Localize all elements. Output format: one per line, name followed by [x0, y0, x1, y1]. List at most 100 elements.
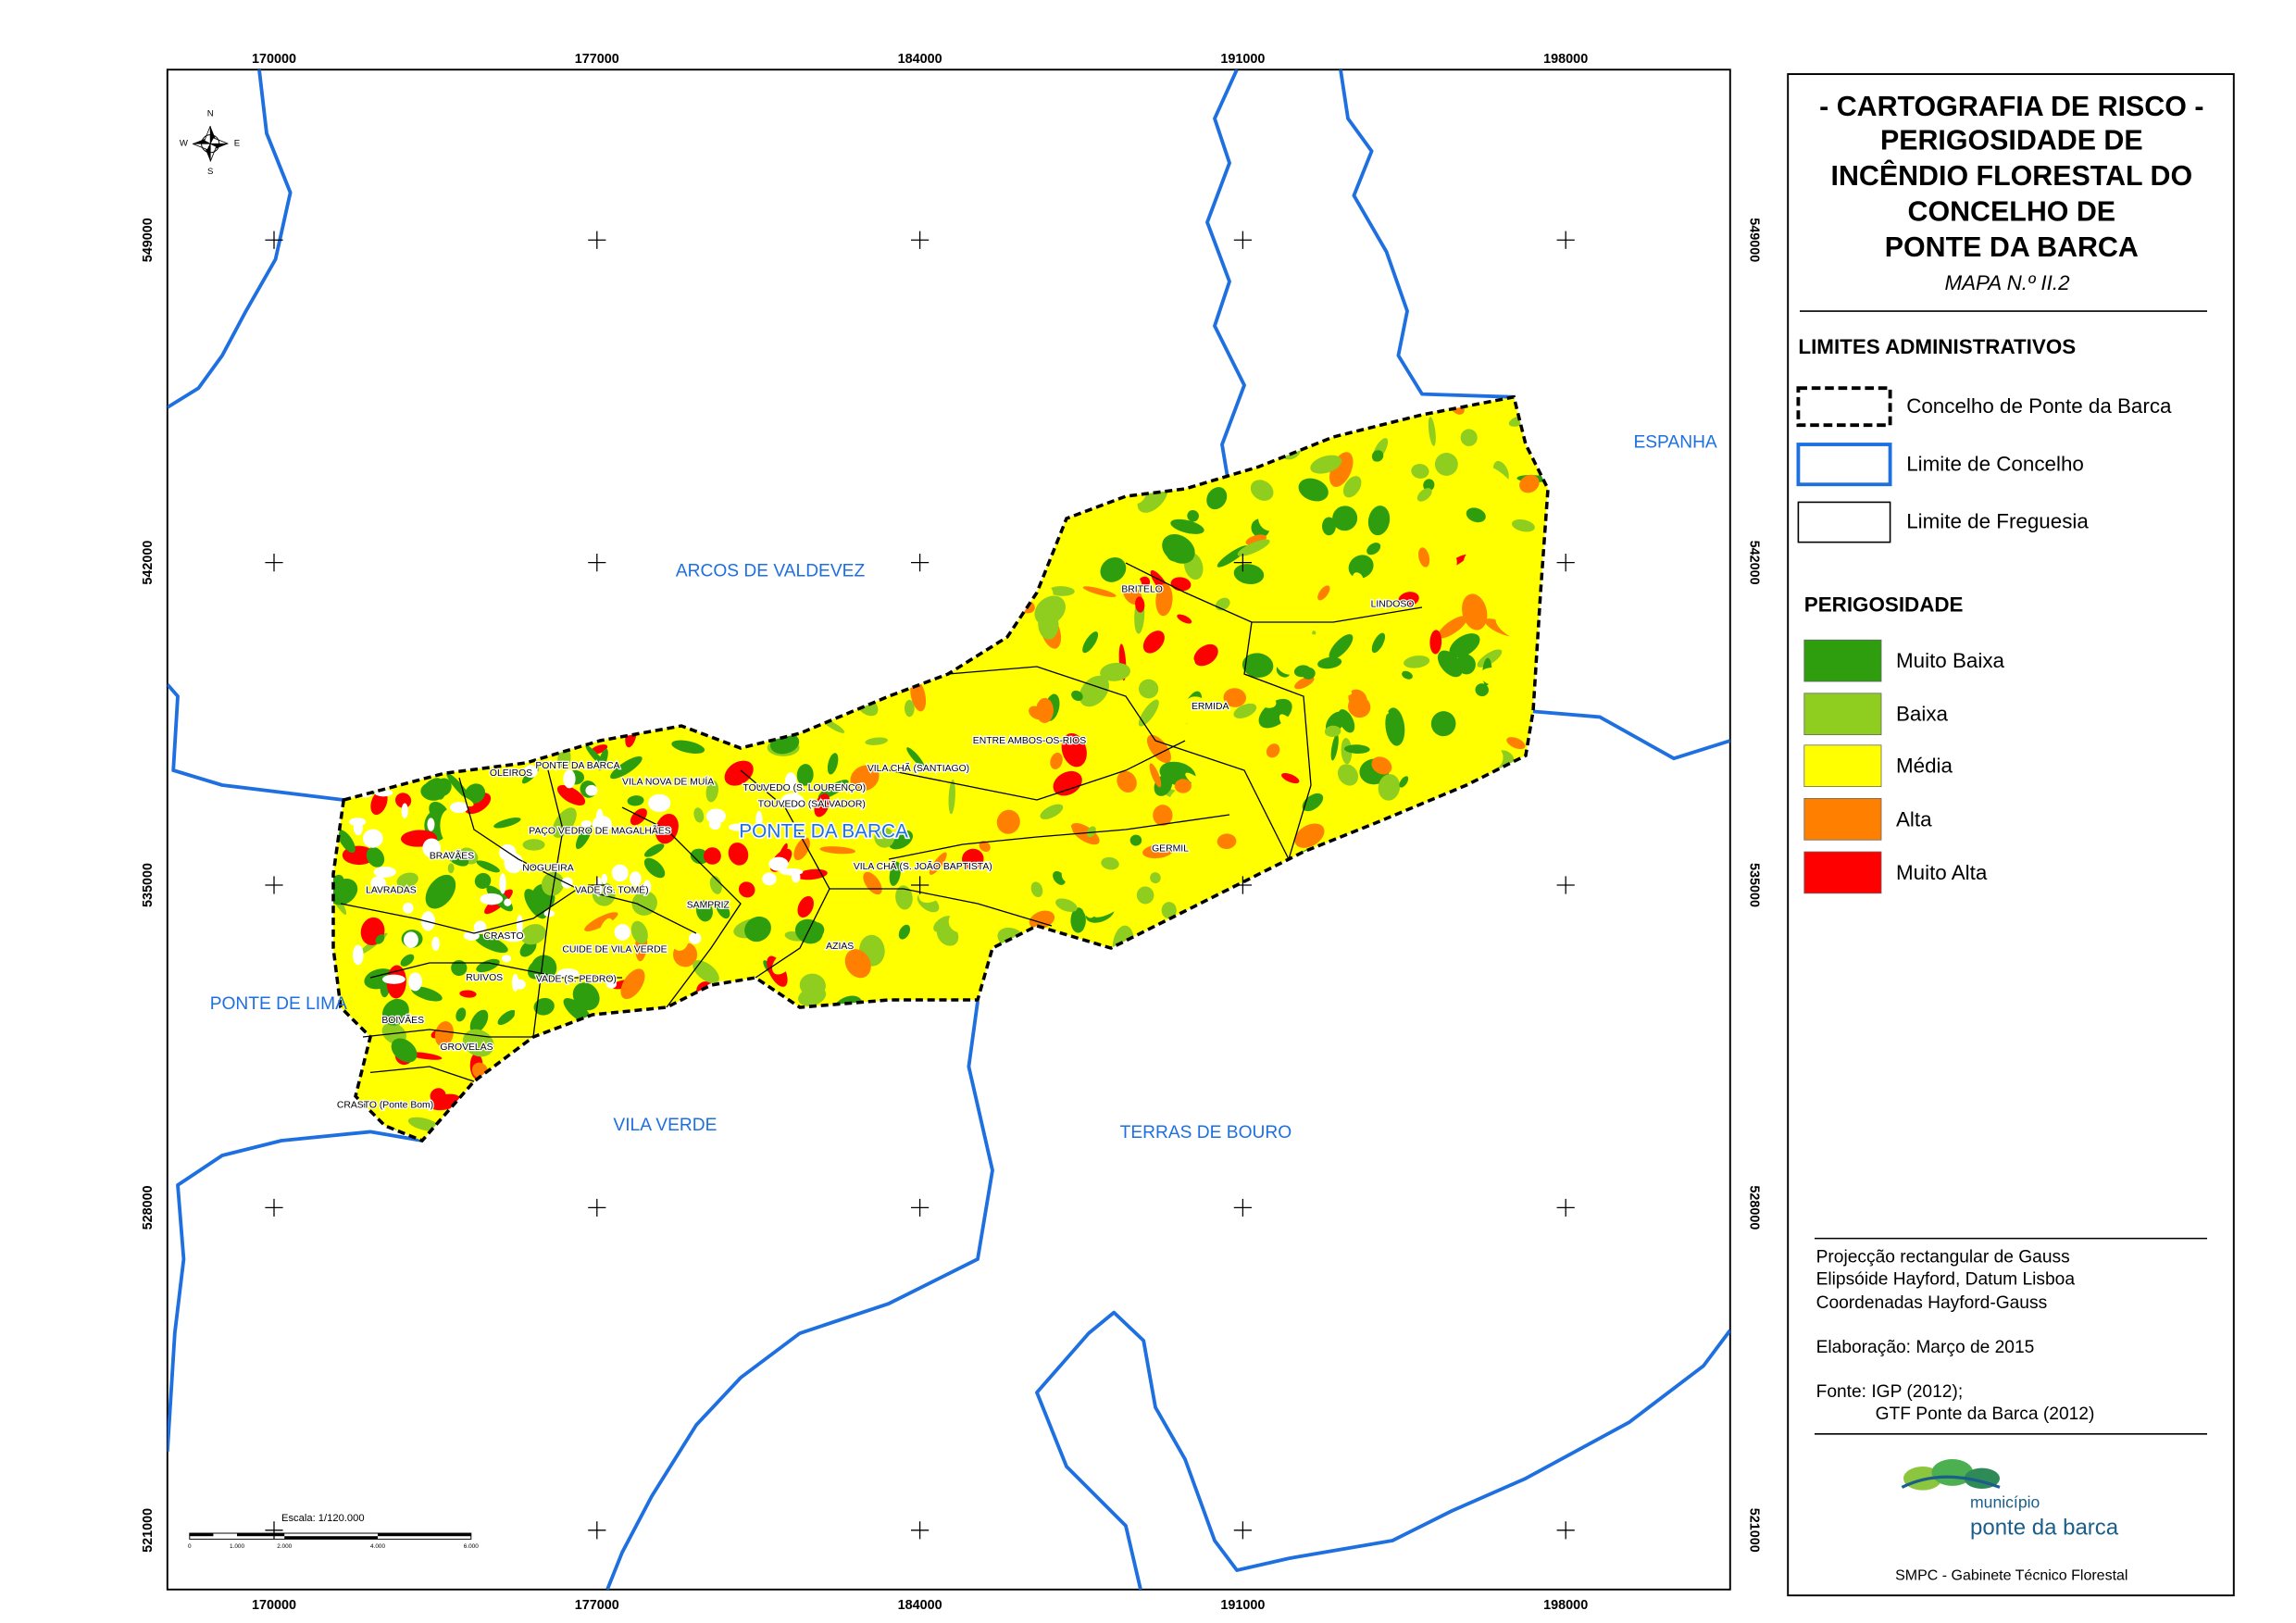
hazard-patch [1061, 864, 1080, 883]
hazard-patch [1438, 616, 1467, 639]
hazard-patch [1121, 794, 1148, 815]
hazard-patch [1136, 886, 1154, 905]
hazard-patch [627, 795, 644, 806]
unburnable-patch [516, 915, 523, 935]
hazard-patch [1371, 632, 1386, 654]
hazard-patch [1166, 543, 1185, 562]
hazard-patch [1040, 804, 1064, 819]
hazard-patch [552, 807, 577, 838]
unburnable-patch [401, 803, 408, 819]
hazard-patch [425, 874, 456, 909]
parish-line [621, 806, 742, 1008]
hazard-patch [1149, 763, 1162, 788]
hazard-patch [1070, 822, 1100, 845]
unburnable-patch [611, 864, 629, 882]
compass-letter: W [180, 139, 189, 149]
hazard-patch [1398, 592, 1419, 606]
hazard-patch [1279, 714, 1302, 741]
hazard-patch [1348, 555, 1374, 579]
parish-label: GROVELAS [440, 1042, 493, 1053]
footer: SMPC - Gabinete Técnico Florestal [1895, 1568, 2128, 1584]
scale-label: 1.000 [230, 1543, 244, 1550]
hazard-patch [451, 959, 468, 977]
hazard-patch [874, 827, 895, 848]
parish-label: VADE (S. TOMÉ) [575, 883, 649, 895]
unburnable-patch [381, 974, 406, 984]
hazard-patch [1258, 505, 1283, 531]
parish-label: CRASTO [483, 931, 523, 942]
legend-label: Limite de Freguesia [1906, 510, 2089, 533]
legend-heading: LIMITES ADMINISTRATIVOS [1798, 335, 2076, 358]
unburnable-patch [556, 968, 580, 979]
unburnable-patch [408, 972, 422, 992]
unburnable-patch [791, 871, 801, 883]
hazard-patch [1138, 699, 1159, 727]
boundary [167, 1130, 423, 1453]
hazard-patch [1416, 619, 1444, 627]
hazard-patch [1161, 902, 1177, 919]
x-tick-label: 191000 [1220, 52, 1265, 67]
hazard-patch [533, 997, 555, 1016]
parish-label: NOGUEIRA [522, 863, 573, 873]
grid-cross [911, 1521, 930, 1540]
hazard-patch [1071, 690, 1083, 702]
note: Coordenadas Hayford-Gauss [1816, 1293, 2048, 1313]
hazard-patch [435, 778, 452, 796]
hazard-patch [375, 934, 385, 944]
hazard-patch [888, 830, 914, 850]
parish-label: OLEIROS [490, 768, 532, 779]
hazard-patch [1048, 586, 1075, 596]
municipal-boundaries [167, 69, 1730, 1590]
grid-cross [1556, 554, 1575, 572]
boundary [1035, 1310, 1730, 1590]
parish-label: TOUVEDO (S. LOURENÇO) [743, 783, 867, 793]
hazard-patch [1281, 772, 1300, 784]
parish-label: PAÇO VEDRO DE MAGALHÃES [529, 824, 670, 836]
boundary [1205, 69, 1246, 490]
hazard-patch [459, 990, 477, 998]
grid-cross [1233, 554, 1252, 572]
hazard-patch [1293, 665, 1311, 678]
hazard-patch [1294, 676, 1315, 690]
logo-shape [1901, 1475, 2001, 1489]
note: GTF Ponte da Barca (2012) [1876, 1405, 2095, 1424]
hazard-patch [395, 793, 412, 808]
unburnable-patch [404, 931, 418, 948]
hazard-patch [1217, 744, 1235, 766]
hazard-patch [1176, 881, 1193, 903]
hazard-patch [1101, 856, 1119, 870]
hazard-patch [1082, 586, 1117, 597]
scale-segment [237, 1533, 285, 1537]
legend-label: Baixa [1896, 703, 1949, 726]
grid-cross [588, 1198, 606, 1217]
legend-swatch [1803, 744, 1882, 788]
hazard-patch [1034, 595, 1066, 626]
hazard-patch [381, 998, 409, 1026]
unburnable-patch [630, 871, 642, 887]
hazard-patch [827, 753, 839, 775]
region-label: ARCOS DE VALDEVEZ [676, 562, 866, 581]
hazard-patch [1414, 518, 1441, 537]
hazard-patch [1404, 655, 1430, 668]
map-number: MAPA N.º II.2 [1944, 271, 2070, 294]
panel-title: INCÊNDIO FLORESTAL DO [1831, 160, 2193, 192]
hazard-patch [1514, 556, 1529, 572]
x-tick-label: 191000 [1220, 1598, 1265, 1613]
hazard-patch [474, 933, 508, 954]
hazard-patch [793, 837, 810, 861]
hazard-patch [1285, 755, 1324, 770]
hazard-patch [1418, 547, 1430, 568]
parish-label: CRASTO (Ponte Bom) [337, 1100, 433, 1110]
hazard-patch [1093, 895, 1127, 918]
region-label: ESPANHA [1633, 432, 1716, 452]
grid-cross [265, 1198, 283, 1217]
hazard-patch [1061, 733, 1087, 768]
hazard-patch [797, 895, 814, 918]
hazard-patch [643, 843, 665, 857]
y-tick-label: 521000 [1747, 1508, 1762, 1553]
hazard-patch [1330, 733, 1339, 761]
hazard-patch [709, 875, 722, 894]
boundary [167, 682, 344, 802]
unburnable-patch [480, 893, 504, 905]
parish-line [740, 769, 830, 979]
